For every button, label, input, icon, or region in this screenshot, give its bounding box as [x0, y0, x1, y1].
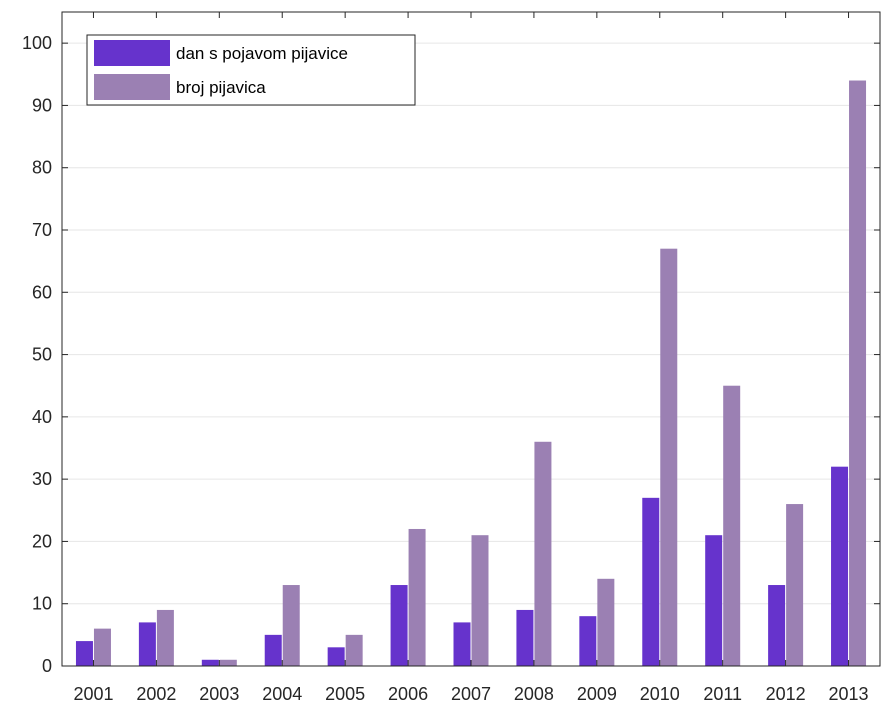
x-tick-label: 2005	[325, 684, 365, 704]
bar-dan-s-pojavom-pijavice-2010	[642, 497, 660, 666]
bar-broj-pijavica-2010	[660, 248, 678, 666]
x-tick-label: 2012	[766, 684, 806, 704]
grid-lines	[62, 42, 880, 605]
x-tick-label: 2010	[640, 684, 680, 704]
bar-dan-s-pojavom-pijavice-2005	[327, 647, 345, 666]
y-tick-label: 70	[32, 220, 52, 240]
bar-broj-pijavica-2007	[471, 535, 489, 666]
y-tick-label: 30	[32, 469, 52, 489]
bar-broj-pijavica-2004	[282, 585, 300, 666]
bar-broj-pijavica-2003	[219, 659, 237, 666]
bar-dan-s-pojavom-pijavice-2011	[705, 535, 723, 666]
x-tick-label: 2001	[73, 684, 113, 704]
x-tick-label: 2006	[388, 684, 428, 704]
legend: dan s pojavom pijavice broj pijavica	[86, 34, 416, 106]
bar-broj-pijavica-2013	[849, 80, 867, 666]
axis-ticks	[62, 12, 880, 667]
y-tick-label: 90	[32, 95, 52, 115]
plot-area-frame	[61, 11, 881, 667]
x-tick-label: 2011	[703, 684, 742, 704]
y-tick-label: 60	[32, 282, 52, 302]
bar-dan-s-pojavom-pijavice-2008	[516, 609, 534, 666]
bar-dan-s-pojavom-pijavice-2003	[201, 659, 219, 666]
y-tick-label: 10	[32, 594, 52, 614]
x-axis-tick-labels: 2001 2002 2003 2004 2005 2006 2007 2008 2009 2010…	[73, 684, 868, 704]
bar-dan-s-pojavom-pijavice-2002	[138, 622, 156, 666]
bar-dan-s-pojavom-pijavice-2006	[390, 585, 408, 666]
x-tick-label: 2004	[262, 684, 302, 704]
x-tick-label: 2009	[577, 684, 617, 704]
bar-broj-pijavica-2002	[156, 609, 174, 666]
bar-broj-pijavica-2011	[723, 385, 741, 666]
bar-broj-pijavica-2012	[786, 504, 804, 666]
bar-dan-s-pojavom-pijavice-2013	[831, 466, 849, 666]
bar-broj-pijavica-2005	[345, 634, 363, 666]
y-tick-label: 40	[32, 407, 52, 427]
bar-broj-pijavica-2008	[534, 441, 552, 666]
y-tick-label: 80	[32, 158, 52, 178]
x-tick-label: 2003	[199, 684, 239, 704]
x-tick-label: 2008	[514, 684, 554, 704]
bar-dan-s-pojavom-pijavice-2007	[453, 622, 471, 666]
bar-dan-s-pojavom-pijavice-2004	[264, 634, 282, 666]
x-tick-label: 2002	[136, 684, 176, 704]
legend-label: dan s pojavom pijavice	[176, 44, 348, 63]
bar-broj-pijavica-2006	[408, 528, 426, 666]
x-tick-label: 2013	[829, 684, 869, 704]
legend-label: broj pijavica	[176, 78, 266, 97]
bar-broj-pijavica-2001	[93, 628, 111, 666]
bar-dan-s-pojavom-pijavice-2009	[579, 616, 597, 666]
y-tick-label: 0	[42, 656, 52, 676]
bar-dan-s-pojavom-pijavice-2012	[768, 585, 786, 666]
y-tick-label: 20	[32, 531, 52, 551]
legend-swatch	[94, 74, 170, 100]
legend-swatch	[94, 40, 170, 66]
y-axis-tick-labels: 0 10 20 30 40 50 60 70 80 90 100	[22, 33, 52, 676]
y-tick-label: 100	[22, 33, 52, 53]
bars	[75, 80, 867, 666]
y-tick-label: 50	[32, 345, 52, 365]
x-tick-label: 2007	[451, 684, 491, 704]
bar-dan-s-pojavom-pijavice-2001	[75, 641, 93, 666]
bar-broj-pijavica-2009	[597, 578, 615, 666]
